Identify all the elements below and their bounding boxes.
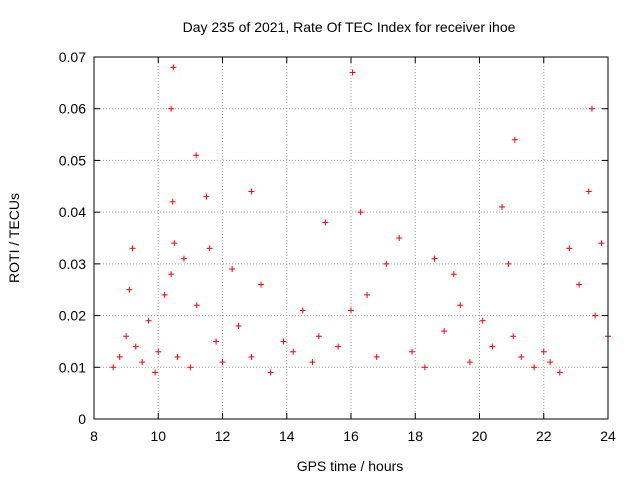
x-tick-label: 12 bbox=[215, 428, 231, 444]
data-point bbox=[457, 302, 464, 309]
data-point bbox=[235, 322, 242, 329]
data-point bbox=[280, 338, 287, 345]
data-point bbox=[588, 105, 595, 112]
data-point bbox=[248, 353, 255, 360]
data-point bbox=[169, 198, 176, 205]
data-point bbox=[290, 348, 297, 355]
data-point bbox=[155, 348, 162, 355]
data-point bbox=[123, 333, 130, 340]
data-point bbox=[322, 219, 329, 226]
data-point bbox=[129, 245, 136, 252]
data-point bbox=[585, 188, 592, 195]
data-point bbox=[421, 364, 428, 371]
data-point bbox=[193, 152, 200, 159]
data-point bbox=[409, 348, 416, 355]
data-point bbox=[219, 359, 226, 366]
data-point bbox=[540, 348, 547, 355]
data-point bbox=[315, 333, 322, 340]
data-point bbox=[152, 369, 159, 376]
x-tick-label: 22 bbox=[536, 428, 552, 444]
data-point bbox=[299, 307, 306, 314]
data-point bbox=[396, 235, 403, 241]
data-point bbox=[309, 359, 316, 366]
data-point bbox=[547, 359, 554, 366]
data-point bbox=[510, 333, 517, 340]
data-point bbox=[450, 271, 457, 278]
data-point bbox=[187, 364, 194, 371]
data-point bbox=[518, 353, 525, 360]
data-point bbox=[566, 245, 573, 252]
data-point bbox=[161, 291, 168, 298]
data-point bbox=[258, 281, 265, 288]
data-point bbox=[576, 281, 583, 288]
data-point bbox=[168, 271, 175, 278]
data-point bbox=[168, 105, 175, 112]
data-point bbox=[193, 302, 200, 309]
data-point bbox=[357, 209, 364, 216]
y-tick-label: 0.06 bbox=[59, 101, 86, 117]
data-point bbox=[132, 343, 139, 350]
data-point bbox=[213, 338, 220, 345]
y-tick-label: 0.02 bbox=[59, 308, 86, 324]
data-point bbox=[479, 317, 486, 324]
data-point bbox=[531, 364, 538, 371]
data-point bbox=[145, 317, 152, 324]
data-point bbox=[592, 312, 599, 319]
data-point bbox=[170, 64, 177, 71]
data-point bbox=[139, 359, 146, 366]
data-point bbox=[335, 343, 342, 350]
data-point bbox=[126, 286, 133, 293]
y-tick-label: 0.01 bbox=[59, 359, 86, 375]
y-tick-label: 0.07 bbox=[59, 49, 86, 65]
y-axis-title: ROTI / TECUs bbox=[6, 193, 22, 283]
data-point bbox=[383, 260, 390, 267]
data-point bbox=[180, 255, 187, 262]
y-tick-label: 0 bbox=[78, 411, 86, 427]
data-point bbox=[489, 343, 496, 350]
y-tick-label: 0.05 bbox=[59, 152, 86, 168]
data-point bbox=[348, 307, 354, 314]
y-tick-label: 0.03 bbox=[59, 256, 86, 272]
x-tick-label: 24 bbox=[600, 428, 616, 444]
x-tick-label: 8 bbox=[90, 428, 98, 444]
data-point bbox=[349, 69, 356, 76]
chart-title: Day 235 of 2021, Rate Of TEC Index for r… bbox=[183, 19, 516, 35]
x-tick-label: 18 bbox=[407, 428, 423, 444]
data-point bbox=[110, 364, 117, 371]
data-point bbox=[441, 328, 448, 335]
x-tick-label: 14 bbox=[279, 428, 295, 444]
data-point bbox=[171, 240, 178, 247]
data-point bbox=[174, 353, 181, 360]
data-point bbox=[364, 291, 371, 298]
data-point bbox=[229, 266, 236, 273]
data-point bbox=[373, 353, 380, 360]
x-tick-label: 10 bbox=[150, 428, 166, 444]
data-point bbox=[431, 255, 438, 262]
x-tick-label: 16 bbox=[343, 428, 359, 444]
data-point bbox=[511, 136, 518, 143]
y-tick-label: 0.04 bbox=[59, 204, 86, 220]
data-point bbox=[598, 240, 605, 247]
data-point bbox=[248, 188, 255, 195]
x-axis-title: GPS time / hours bbox=[297, 458, 404, 474]
x-tick-label: 20 bbox=[472, 428, 488, 444]
data-point bbox=[203, 193, 210, 200]
data-point bbox=[505, 260, 512, 267]
data-point bbox=[267, 369, 274, 376]
data-point bbox=[206, 245, 213, 252]
data-point bbox=[498, 203, 505, 210]
data-point bbox=[466, 359, 473, 366]
data-point bbox=[556, 369, 563, 376]
data-point bbox=[116, 353, 123, 360]
